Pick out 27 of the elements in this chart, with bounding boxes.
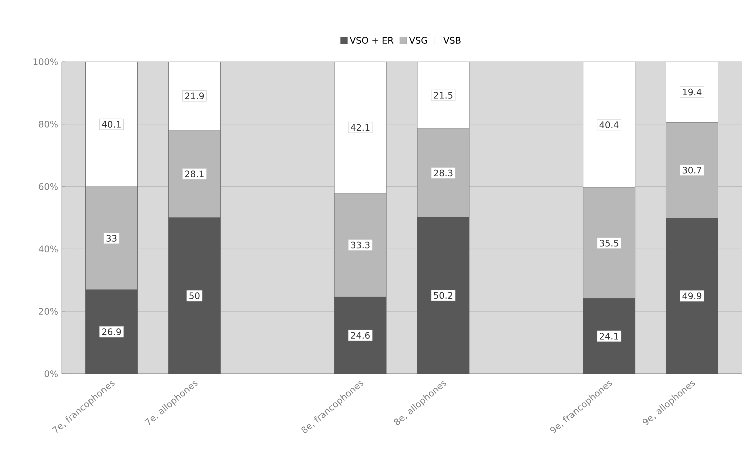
data-label: 49.9: [682, 292, 702, 300]
data-label: 33: [106, 235, 117, 242]
data-label: 24.6: [351, 332, 370, 339]
data-label: 28.3: [434, 170, 453, 177]
y-tick-label: 60%: [39, 183, 58, 190]
data-label: 21.9: [185, 92, 204, 100]
legend-label: VSG: [409, 37, 428, 44]
y-tick-label: 20%: [39, 308, 58, 315]
data-label: 24.1: [600, 333, 618, 340]
legend-label: VSB: [444, 37, 461, 44]
data-label: 40.4: [600, 122, 619, 128]
data-label: 40.1: [102, 121, 121, 128]
y-tick-label: 100%: [34, 58, 58, 66]
y-tick-label: 0%: [44, 370, 58, 378]
data-label: 30.7: [682, 167, 702, 174]
legend-label: VSO + ER: [350, 37, 394, 44]
data-label: 33.3: [351, 242, 370, 249]
y-tick-label: 80%: [39, 120, 58, 128]
data-label: 26.9: [102, 328, 122, 336]
data-label: 19.4: [683, 88, 702, 96]
data-label: 35.5: [600, 240, 619, 247]
data-label: 42.1: [351, 124, 370, 131]
y-tick-label: 40%: [38, 246, 58, 253]
data-label: 28.1: [185, 170, 204, 178]
data-label: 50.2: [434, 292, 453, 300]
data-label: 50: [190, 292, 200, 300]
data-label: 21.5: [434, 92, 453, 99]
